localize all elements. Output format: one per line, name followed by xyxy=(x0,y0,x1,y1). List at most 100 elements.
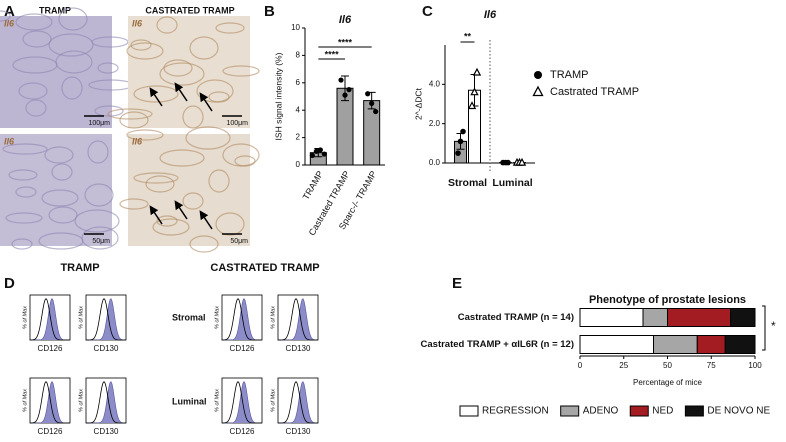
tissue-texture xyxy=(58,7,88,31)
y-tick-label: 0.0 xyxy=(429,158,441,167)
tissue-texture xyxy=(15,13,53,31)
stain-label: Il6 xyxy=(4,136,15,146)
flow-y-label: % of Max xyxy=(78,306,84,329)
tissue-texture xyxy=(18,82,48,100)
data-point xyxy=(309,152,315,159)
x-tick-label: 50 xyxy=(663,361,672,370)
tissue-texture xyxy=(145,175,175,193)
data-point xyxy=(460,128,466,135)
x-tick-label: TRAMP xyxy=(301,169,325,201)
tissue-texture xyxy=(74,209,120,233)
histogram-stained xyxy=(86,298,127,341)
data-point xyxy=(317,147,323,153)
histogram-stained xyxy=(278,298,319,341)
data-point xyxy=(467,101,477,110)
tissue-texture xyxy=(222,65,260,77)
x-tick-label: 100 xyxy=(748,361,762,370)
tissue-texture xyxy=(44,146,74,164)
legend-swatch xyxy=(629,405,649,417)
bar-segment xyxy=(724,335,756,354)
tissue-texture xyxy=(159,149,205,167)
data-point xyxy=(455,150,461,156)
panel-letter: C xyxy=(422,3,433,20)
x-tick-label: 75 xyxy=(707,361,716,370)
tissue-texture xyxy=(97,62,119,74)
tissue-texture xyxy=(0,10,11,22)
flow-y-label: % of Max xyxy=(214,389,220,412)
legend-label: REGRESSION xyxy=(482,406,549,417)
tissue-texture xyxy=(25,99,47,117)
tissue-texture xyxy=(84,183,114,207)
tissue-texture xyxy=(156,16,178,34)
data-point xyxy=(338,77,344,83)
data-point xyxy=(321,151,327,157)
tissue-texture xyxy=(234,155,256,167)
flow-y-label: % of Max xyxy=(22,389,28,412)
tissue-texture xyxy=(61,76,83,100)
tissue-texture xyxy=(130,39,152,51)
legend-marker xyxy=(534,71,542,79)
histogram-control xyxy=(221,297,262,341)
arrow xyxy=(174,200,188,220)
tissue-texture xyxy=(182,105,204,129)
column-title: TRAMP xyxy=(39,5,71,15)
tissue-texture xyxy=(87,140,109,164)
flow-x-label: CD130 xyxy=(286,344,311,353)
tissue-texture xyxy=(48,206,78,224)
panel-letter: D xyxy=(4,275,15,292)
flow-y-label: % of Max xyxy=(270,306,276,329)
flow-x-label: CD126 xyxy=(38,427,63,436)
flow-title: TRAMP xyxy=(60,262,99,274)
tissue-texture xyxy=(152,218,190,236)
panel-letter: A xyxy=(4,3,15,20)
y-axis-title: 2^-ΔDCt xyxy=(413,87,423,120)
x-tick-label: Stromal xyxy=(448,177,487,189)
tissue-texture xyxy=(2,143,48,155)
chart-title: Il6 xyxy=(484,9,497,21)
data-point xyxy=(457,138,464,145)
tissue-texture xyxy=(8,169,38,181)
legend-label: Castrated TRAMP xyxy=(550,86,639,98)
legend-swatch xyxy=(684,405,704,417)
tissue-texture xyxy=(185,126,231,150)
arrow xyxy=(174,82,188,102)
y-tick-label: 6 xyxy=(296,78,301,87)
scale-bar-label: 50μm xyxy=(230,238,248,245)
y-tick-label: 10 xyxy=(291,23,300,32)
flow-x-label: CD130 xyxy=(94,427,119,436)
data-point xyxy=(369,100,375,106)
x-axis-title: Percentage of mice xyxy=(633,378,702,387)
histogram-control xyxy=(85,380,126,424)
bar-segment xyxy=(730,308,756,327)
y-tick-label: 2.0 xyxy=(429,119,441,128)
tissue-texture xyxy=(22,30,52,48)
bar-segment xyxy=(667,308,731,327)
arrow xyxy=(149,87,163,107)
data-point xyxy=(365,91,371,97)
stain-label: Il6 xyxy=(132,136,143,146)
bar-segment xyxy=(642,308,668,327)
y-tick-label: 2 xyxy=(296,133,301,142)
panel-letter: B xyxy=(264,3,275,20)
tissue-texture xyxy=(51,163,73,181)
legend-swatch xyxy=(560,405,580,417)
stain-label: Il6 xyxy=(132,18,143,28)
histogram-stained xyxy=(86,381,127,424)
data-point xyxy=(505,159,511,166)
stain-label: Il6 xyxy=(4,18,15,28)
column-title: CASTRATED TRAMP xyxy=(145,5,234,15)
tissue-texture xyxy=(41,189,79,207)
data-point xyxy=(346,87,352,93)
histogram-control xyxy=(277,380,318,424)
bar-segment xyxy=(579,308,644,327)
tissue-texture xyxy=(156,215,178,227)
data-point xyxy=(313,148,319,154)
histogram-control xyxy=(85,297,126,341)
bar-segment xyxy=(579,335,654,354)
bar-segment xyxy=(696,335,726,354)
tissue-texture xyxy=(107,108,153,120)
legend-label: DE NOVO NE xyxy=(707,406,770,417)
legend-marker xyxy=(532,85,544,97)
scale-bar-label: 100μm xyxy=(88,120,110,127)
